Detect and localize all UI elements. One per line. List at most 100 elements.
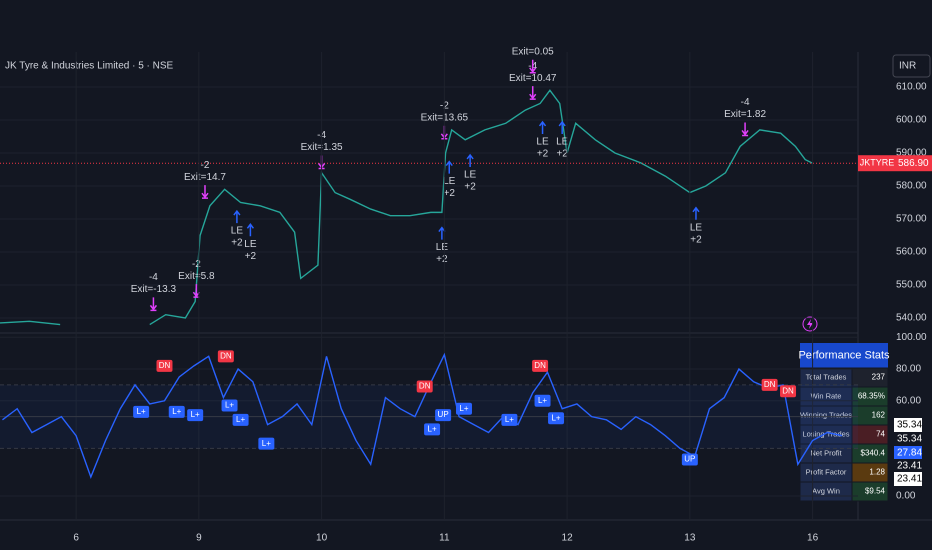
exit-text: Exit=0.05 (512, 46, 554, 57)
exit-text: Exit=10.47 (509, 73, 557, 84)
entry-qty: +2 (464, 182, 476, 193)
value-marker-label: 23.41 (897, 461, 922, 472)
signal-text: L+ (428, 424, 437, 433)
alert-icon (807, 319, 813, 329)
signal-tag (501, 413, 518, 426)
y-tick-label: 570.00 (896, 214, 927, 225)
entry-qty: +2 (444, 188, 456, 199)
value-marker-label: 35.34 (897, 420, 922, 431)
currency-box[interactable] (892, 54, 931, 78)
stats-header-bg (800, 343, 888, 368)
entry-arrow (445, 160, 453, 174)
value-marker (894, 446, 922, 460)
exit-qty: -2 (201, 160, 210, 171)
signal-text: UP (438, 410, 449, 419)
y-tick-label: 590.00 (896, 148, 927, 159)
stats-value: 68.35% (858, 392, 885, 401)
series-line (149, 89, 813, 326)
stats-value: 74 (876, 430, 885, 439)
entry-label: LE (244, 239, 257, 250)
y-tick-label: 580.00 (896, 181, 927, 192)
signal-text: DN (159, 361, 171, 370)
stats-value: 237 (872, 373, 886, 382)
exit-qty: -4 (741, 97, 750, 108)
exit-qty: -2 (192, 259, 201, 270)
y-tick-label: 60.00 (896, 395, 921, 406)
stats-label: Win Rate (811, 391, 842, 400)
currency[interactable]: INR (899, 61, 916, 72)
entry-arrow (233, 209, 241, 224)
signal-text: L+ (225, 401, 234, 410)
exit-text: Exit=1.82 (724, 109, 766, 120)
entry-label: LE (690, 222, 703, 233)
exit-text: Exit=-13.3 (131, 284, 177, 295)
entry-arrow (558, 120, 566, 134)
exit-text: Exit=5.8 (178, 271, 215, 282)
entry-arrow (246, 223, 255, 237)
signal-text: UP (684, 455, 695, 464)
y-tick-label: 100.00 (896, 332, 927, 343)
value-marker (894, 418, 922, 432)
entry-arrow (466, 153, 474, 167)
stats-label: Losing Trades (802, 429, 849, 438)
entry-qty: +2 (231, 238, 243, 249)
entry-arrow (692, 206, 700, 220)
signal-tag (156, 359, 173, 372)
chart-title: JK Tyre & Industries Limited · 5 · NSE (5, 61, 174, 72)
entry-label: LE (536, 137, 549, 148)
y-tick-label: 550.00 (896, 280, 927, 291)
exit-arrow (529, 86, 537, 100)
alert-icon[interactable] (802, 316, 818, 332)
y-tick-label: 600.00 (896, 115, 927, 126)
y-tick-label: 540.00 (896, 313, 927, 324)
entry-label: LE (443, 176, 456, 187)
signal-tag (258, 437, 275, 450)
signal-tag (221, 399, 238, 412)
signal-text: L+ (459, 404, 468, 413)
entry-label: LE (464, 170, 477, 181)
signal-tag (416, 380, 433, 393)
exit-arrow (201, 185, 209, 199)
entry-qty: +2 (436, 254, 448, 265)
x-tick-label: 12 (562, 533, 574, 544)
entry-label: LE (436, 242, 449, 253)
entry-qty: +2 (537, 149, 549, 160)
entry-qty: +2 (556, 149, 568, 160)
value-marker (894, 472, 922, 486)
signal-text: DN (764, 380, 776, 389)
signal-tag (187, 409, 204, 422)
exit-arrow (149, 297, 158, 312)
exit-arrow (741, 122, 749, 137)
signal-tag (534, 394, 551, 407)
stats-value: $340.4 (861, 449, 886, 458)
signal-text: L+ (172, 407, 181, 416)
signal-tag (532, 359, 549, 372)
signal-text: L+ (551, 413, 560, 422)
entry-label: LE (556, 137, 569, 148)
stats-label: Profit Factor (806, 467, 847, 476)
stats-label: Winning Trades (800, 410, 852, 419)
stats-value-cell (851, 481, 889, 502)
stats-value: 1.28 (869, 468, 885, 477)
signal-tag (168, 405, 185, 418)
x-tick-label: 10 (316, 533, 328, 544)
signal-text: DN (534, 361, 546, 370)
x-tick-label: 16 (807, 533, 819, 544)
y-tick-label: 560.00 (896, 247, 927, 258)
stats-label: Avg Win (812, 486, 840, 495)
symbol: JKTYRE (860, 158, 895, 168)
y-tick-label: 610.00 (896, 82, 927, 93)
entry-qty: +2 (245, 251, 257, 262)
signal-tag (780, 385, 797, 398)
signal-tag (548, 412, 565, 425)
value-marker (894, 432, 922, 446)
stats-value: 162 (872, 411, 886, 420)
exit-text: Exit=14.7 (184, 172, 226, 183)
signal-tag (761, 378, 778, 391)
signal-tag (232, 413, 249, 426)
stats-label: Net Profit (810, 448, 842, 457)
y-tick-label: 0.00 (896, 491, 916, 502)
entry-qty: +2 (690, 234, 702, 245)
